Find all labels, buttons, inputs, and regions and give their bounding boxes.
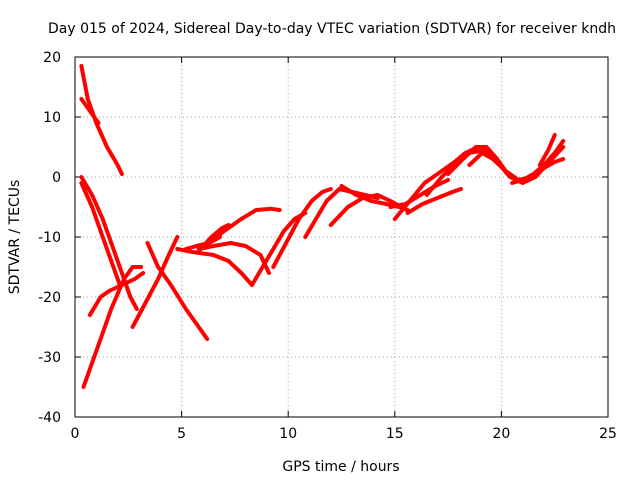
series-line-sat-h bbox=[145, 241, 210, 341]
series-line-sat-f bbox=[87, 271, 146, 317]
series-line-sat-g bbox=[130, 235, 180, 329]
grid-layer bbox=[75, 57, 608, 417]
series-line-sat-i bbox=[175, 247, 254, 287]
x-tick-labels: 0 5 10 15 20 25 bbox=[71, 426, 617, 442]
y-tick-label: -20 bbox=[38, 290, 61, 306]
series-line-sat-b bbox=[79, 97, 101, 125]
y-tick-label: -30 bbox=[38, 350, 61, 366]
series-layer bbox=[79, 64, 566, 389]
x-tick-label: 5 bbox=[177, 426, 186, 442]
series-line-sat-e bbox=[81, 265, 144, 389]
plot-frame bbox=[74, 56, 609, 418]
y-tick-labels: -40 -30 -20 -10 0 10 20 bbox=[38, 50, 61, 426]
series-line-sat-a bbox=[79, 64, 124, 176]
series-line-sat-m bbox=[198, 223, 231, 251]
y-tick-label: 0 bbox=[52, 170, 61, 186]
chart-title: Day 015 of 2024, Sidereal Day-to-day VTE… bbox=[48, 21, 616, 37]
y-tick-label: -40 bbox=[38, 410, 61, 426]
series-line-sat-n bbox=[250, 211, 308, 287]
y-tick-label: 10 bbox=[43, 110, 61, 126]
x-tick-label: 10 bbox=[279, 426, 297, 442]
series-line-sat-z bbox=[537, 133, 557, 167]
y-axis-label: SDTVAR / TECUs bbox=[7, 180, 23, 295]
y-tick-label: -10 bbox=[38, 230, 61, 246]
series-line-sat-t bbox=[388, 178, 451, 209]
series-line-sat-l bbox=[207, 206, 282, 245]
series-line-sat-k bbox=[196, 241, 271, 275]
series-line-sat-c bbox=[79, 175, 139, 311]
series-line-sat-d bbox=[79, 181, 122, 287]
x-tick-label: 20 bbox=[492, 426, 510, 442]
series-line-sat-o bbox=[271, 187, 333, 269]
tick-layer bbox=[74, 56, 609, 418]
series-line-sat-y bbox=[510, 139, 566, 185]
series-line-sat-r bbox=[339, 184, 410, 212]
x-tick-label: 15 bbox=[386, 426, 404, 442]
x-tick-label: 25 bbox=[599, 426, 617, 442]
y-tick-label: 20 bbox=[43, 50, 61, 66]
series-line-sat-q bbox=[328, 193, 404, 227]
series-line-sat-p bbox=[303, 187, 380, 239]
series-line-sat-u bbox=[405, 187, 463, 215]
x-tick-label: 0 bbox=[71, 426, 80, 442]
x-axis-label: GPS time / hours bbox=[282, 459, 399, 475]
